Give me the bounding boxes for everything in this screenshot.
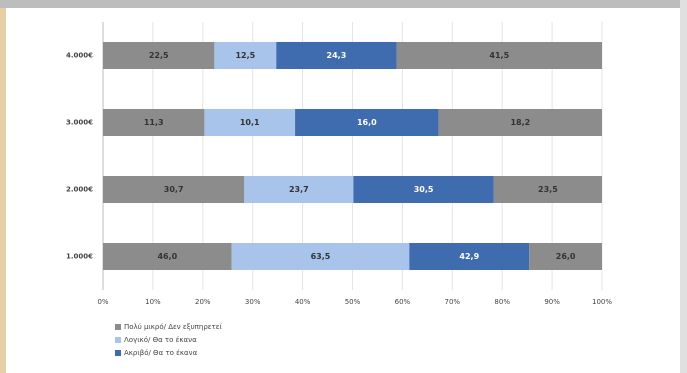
value-label: 10,1: [240, 118, 260, 127]
x-tick-label: 20%: [195, 298, 211, 306]
bar-segment: [295, 109, 439, 136]
legend-swatch: [115, 350, 121, 356]
right-border: [680, 0, 687, 373]
value-label: 46,0: [157, 252, 177, 261]
bar-segment: [529, 243, 602, 270]
bar-segment: [103, 176, 245, 203]
x-tick-label: 100%: [592, 298, 612, 306]
bar-segment: [409, 243, 530, 270]
x-tick-label: 40%: [295, 298, 311, 306]
left-border: [0, 0, 6, 373]
bar-segment: [204, 109, 296, 136]
x-tick-label: 80%: [494, 298, 510, 306]
legend-swatch: [115, 324, 121, 330]
x-tick-label: 10%: [145, 298, 161, 306]
x-tick-label: 50%: [345, 298, 361, 306]
y-tick-label: 4.000€: [66, 52, 93, 60]
value-label: 23,7: [289, 185, 309, 194]
x-tick-label: 60%: [395, 298, 411, 306]
bar-segment: [231, 243, 410, 270]
y-tick-label: 3.000€: [66, 119, 93, 127]
bar-segment: [103, 42, 215, 69]
bar-segment: [438, 109, 602, 136]
value-label: 16,0: [357, 118, 377, 127]
bar-segment: [396, 42, 602, 69]
bar-segment: [103, 243, 232, 270]
x-tick-label: 30%: [245, 298, 261, 306]
top-strip: [0, 0, 687, 8]
value-label: 30,7: [164, 185, 184, 194]
value-label: 63,5: [311, 252, 331, 261]
value-label: 26,0: [556, 252, 576, 261]
bar-segment: [103, 109, 205, 136]
y-tick-label: 2.000€: [66, 186, 93, 194]
bar-segment: [244, 176, 354, 203]
value-label: 24,3: [327, 51, 347, 60]
x-tick-label: 70%: [445, 298, 461, 306]
value-label: 23,5: [538, 185, 558, 194]
x-tick-label: 0%: [97, 298, 108, 306]
value-label: 22,5: [149, 51, 169, 60]
value-label: 42,9: [459, 252, 479, 261]
value-label: 11,3: [144, 118, 164, 127]
y-tick-label: 1.000€: [66, 253, 93, 261]
legend-label: Ακριβό/ Θα το έκανα: [124, 349, 198, 357]
value-label: 30,5: [414, 185, 434, 194]
value-label: 18,2: [510, 118, 530, 127]
bar-segment: [276, 42, 397, 69]
value-label: 41,5: [489, 51, 509, 60]
legend-swatch: [115, 337, 121, 343]
legend-label: Πολύ μικρό/ Δεν εξυπηρετεί: [124, 323, 223, 331]
value-label: 12,5: [235, 51, 255, 60]
bar-segment: [214, 42, 277, 69]
bar-segment: [353, 176, 494, 203]
legend-label: Λογικό/ Θα το έκανα: [124, 336, 197, 344]
x-tick-label: 90%: [544, 298, 560, 306]
bar-segment: [493, 176, 602, 203]
